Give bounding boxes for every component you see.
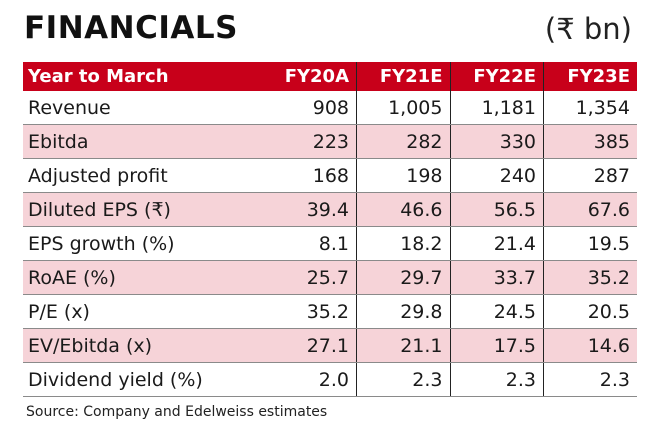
row-label: EV/Ebitda (x) xyxy=(23,328,263,363)
cell-value: 18.2 xyxy=(356,226,450,261)
cell-value: 46.6 xyxy=(356,192,450,227)
cell-value: 2.0 xyxy=(263,362,357,397)
cell-value: 35.2 xyxy=(543,260,637,295)
column-header: FY22E xyxy=(449,62,544,91)
financials-table: Year to March FY20A FY21E FY22E FY23E Revenu… xyxy=(23,62,637,397)
row-label: Ebitda xyxy=(23,124,263,159)
cell-value: 17.5 xyxy=(449,328,544,363)
cell-value: 385 xyxy=(543,124,637,159)
table-row: Diluted EPS (₹) 39.4 46.6 56.5 67.6 xyxy=(23,192,637,227)
cell-value: 1,354 xyxy=(543,91,637,125)
table-row: EPS growth (%) 8.1 18.2 21.4 19.5 xyxy=(23,226,637,261)
cell-value: 29.7 xyxy=(356,260,450,295)
column-header: FY20A xyxy=(263,62,357,91)
cell-value: 240 xyxy=(449,158,544,193)
cell-value: 56.5 xyxy=(449,192,544,227)
cell-value: 287 xyxy=(543,158,637,193)
cell-value: 2.3 xyxy=(356,362,450,397)
cell-value: 67.6 xyxy=(543,192,637,227)
cell-value: 223 xyxy=(263,124,357,159)
row-label: Diluted EPS (₹) xyxy=(23,192,263,227)
cell-value: 168 xyxy=(263,158,357,193)
cell-value: 908 xyxy=(263,91,357,125)
cell-value: 24.5 xyxy=(449,294,544,329)
cell-value: 29.8 xyxy=(356,294,450,329)
cell-value: 330 xyxy=(449,124,544,159)
cell-value: 35.2 xyxy=(263,294,357,329)
cell-value: 1,005 xyxy=(356,91,450,125)
row-label: Adjusted profit xyxy=(23,158,263,193)
cell-value: 33.7 xyxy=(449,260,544,295)
cell-value: 282 xyxy=(356,124,450,159)
cell-value: 21.4 xyxy=(449,226,544,261)
cell-value: 27.1 xyxy=(263,328,357,363)
header-row: Year to March FY20A FY21E FY22E FY23E xyxy=(23,62,637,91)
cell-value: 39.4 xyxy=(263,192,357,227)
cell-value: 1,181 xyxy=(449,91,544,125)
cell-value: 8.1 xyxy=(263,226,357,261)
table-row: Dividend yield (%) 2.0 2.3 2.3 2.3 xyxy=(23,362,637,397)
cell-value: 25.7 xyxy=(263,260,357,295)
row-label: Revenue xyxy=(23,91,263,125)
table-row: Ebitda 223 282 330 385 xyxy=(23,124,637,159)
source-note: Source: Company and Edelweiss estimates xyxy=(26,404,328,420)
table-row: Revenue 908 1,005 1,181 1,354 xyxy=(23,91,637,125)
row-label: P/E (x) xyxy=(23,294,263,329)
cell-value: 21.1 xyxy=(356,328,450,363)
cell-value: 2.3 xyxy=(543,362,637,397)
column-header: FY21E xyxy=(356,62,450,91)
cell-value: 198 xyxy=(356,158,450,193)
table-row: Adjusted profit 168 198 240 287 xyxy=(23,158,637,193)
cell-value: 19.5 xyxy=(543,226,637,261)
unit-label: (₹ bn) xyxy=(544,12,632,46)
table-row: P/E (x) 35.2 29.8 24.5 20.5 xyxy=(23,294,637,329)
cell-value: 14.6 xyxy=(543,328,637,363)
row-header-label: Year to March xyxy=(23,62,263,91)
cell-value: 2.3 xyxy=(449,362,544,397)
row-label: RoAE (%) xyxy=(23,260,263,295)
cell-value: 20.5 xyxy=(543,294,637,329)
column-header: FY23E xyxy=(543,62,637,91)
row-label: EPS growth (%) xyxy=(23,226,263,261)
title: FINANCIALS xyxy=(24,10,238,46)
table-row: EV/Ebitda (x) 27.1 21.1 17.5 14.6 xyxy=(23,328,637,363)
row-label: Dividend yield (%) xyxy=(23,362,263,397)
table-row: RoAE (%) 25.7 29.7 33.7 35.2 xyxy=(23,260,637,295)
